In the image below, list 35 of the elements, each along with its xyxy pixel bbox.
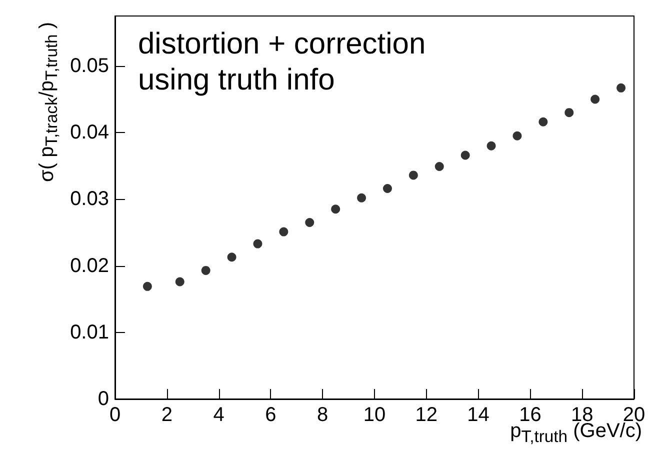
point [486, 141, 496, 150]
point [434, 162, 444, 172]
point [253, 239, 262, 248]
point [460, 150, 470, 160]
point [616, 83, 626, 92]
point [564, 108, 574, 118]
x-tick-label: 14 [467, 404, 490, 426]
point [382, 184, 392, 194]
point [408, 170, 418, 180]
point [305, 218, 314, 227]
y-tick-label: 0.04 [70, 122, 109, 144]
y-tick-label: 0.01 [70, 321, 109, 344]
point [357, 193, 366, 202]
point [538, 117, 548, 126]
annotation: distortion + correction [138, 28, 426, 60]
point [201, 266, 210, 275]
x-tick-label: 16 [519, 404, 542, 426]
point [279, 227, 288, 236]
y-tick-label: 0.02 [70, 254, 109, 277]
x-tick-label: 6 [265, 404, 276, 426]
y-tick-label: 0 [98, 388, 109, 410]
x-tick-label: 12 [415, 404, 438, 426]
x-tick-label: 4 [213, 404, 224, 426]
point [175, 277, 184, 286]
annotation: using truth info [138, 64, 335, 96]
point [512, 131, 522, 140]
point [590, 94, 600, 104]
x-tick-label: 2 [161, 404, 172, 426]
point [142, 282, 152, 291]
x-tick-label: 8 [317, 404, 328, 426]
point [331, 204, 340, 214]
x-tick-label: 10 [363, 404, 386, 426]
y-tick-label: 0.03 [70, 188, 109, 210]
point [227, 252, 236, 262]
y-tick-label: 0.05 [70, 54, 109, 77]
